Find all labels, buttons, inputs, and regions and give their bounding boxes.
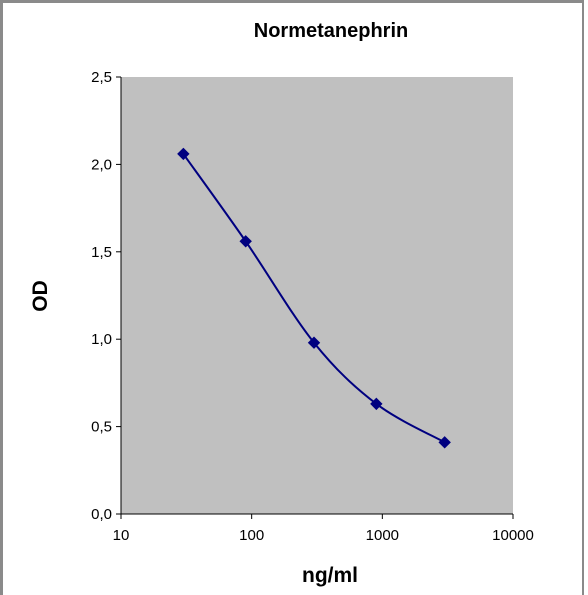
y-tick-label: 1,5 (91, 244, 112, 261)
data-point (307, 336, 321, 349)
y-tick-label: 2,0 (91, 156, 112, 173)
data-point (370, 397, 383, 411)
y-tick-label: 1,0 (91, 331, 112, 348)
axis-ticks: 0,0 0,5 1,0 1,5 2,0 2,5 10 100 1000 10000 (91, 69, 534, 544)
x-tick-label: 100 (239, 527, 264, 544)
data-point (177, 147, 190, 161)
y-tick-label: 2,5 (91, 69, 112, 86)
y-axis-title: OD (29, 280, 52, 312)
data-point (239, 235, 252, 248)
x-tick-label: 1000 (366, 527, 399, 544)
x-axis-title: ng/ml (302, 564, 358, 587)
y-tick-label: 0,0 (91, 506, 112, 523)
series-points (177, 147, 451, 449)
x-tick-label: 10 (113, 527, 130, 544)
plot-area (121, 77, 513, 514)
x-tick-label: 10000 (492, 527, 534, 544)
chart-title: Normetanephrin (254, 20, 408, 42)
series-line (182, 153, 446, 444)
data-point (438, 436, 451, 449)
y-tick-label: 0,5 (91, 419, 112, 436)
